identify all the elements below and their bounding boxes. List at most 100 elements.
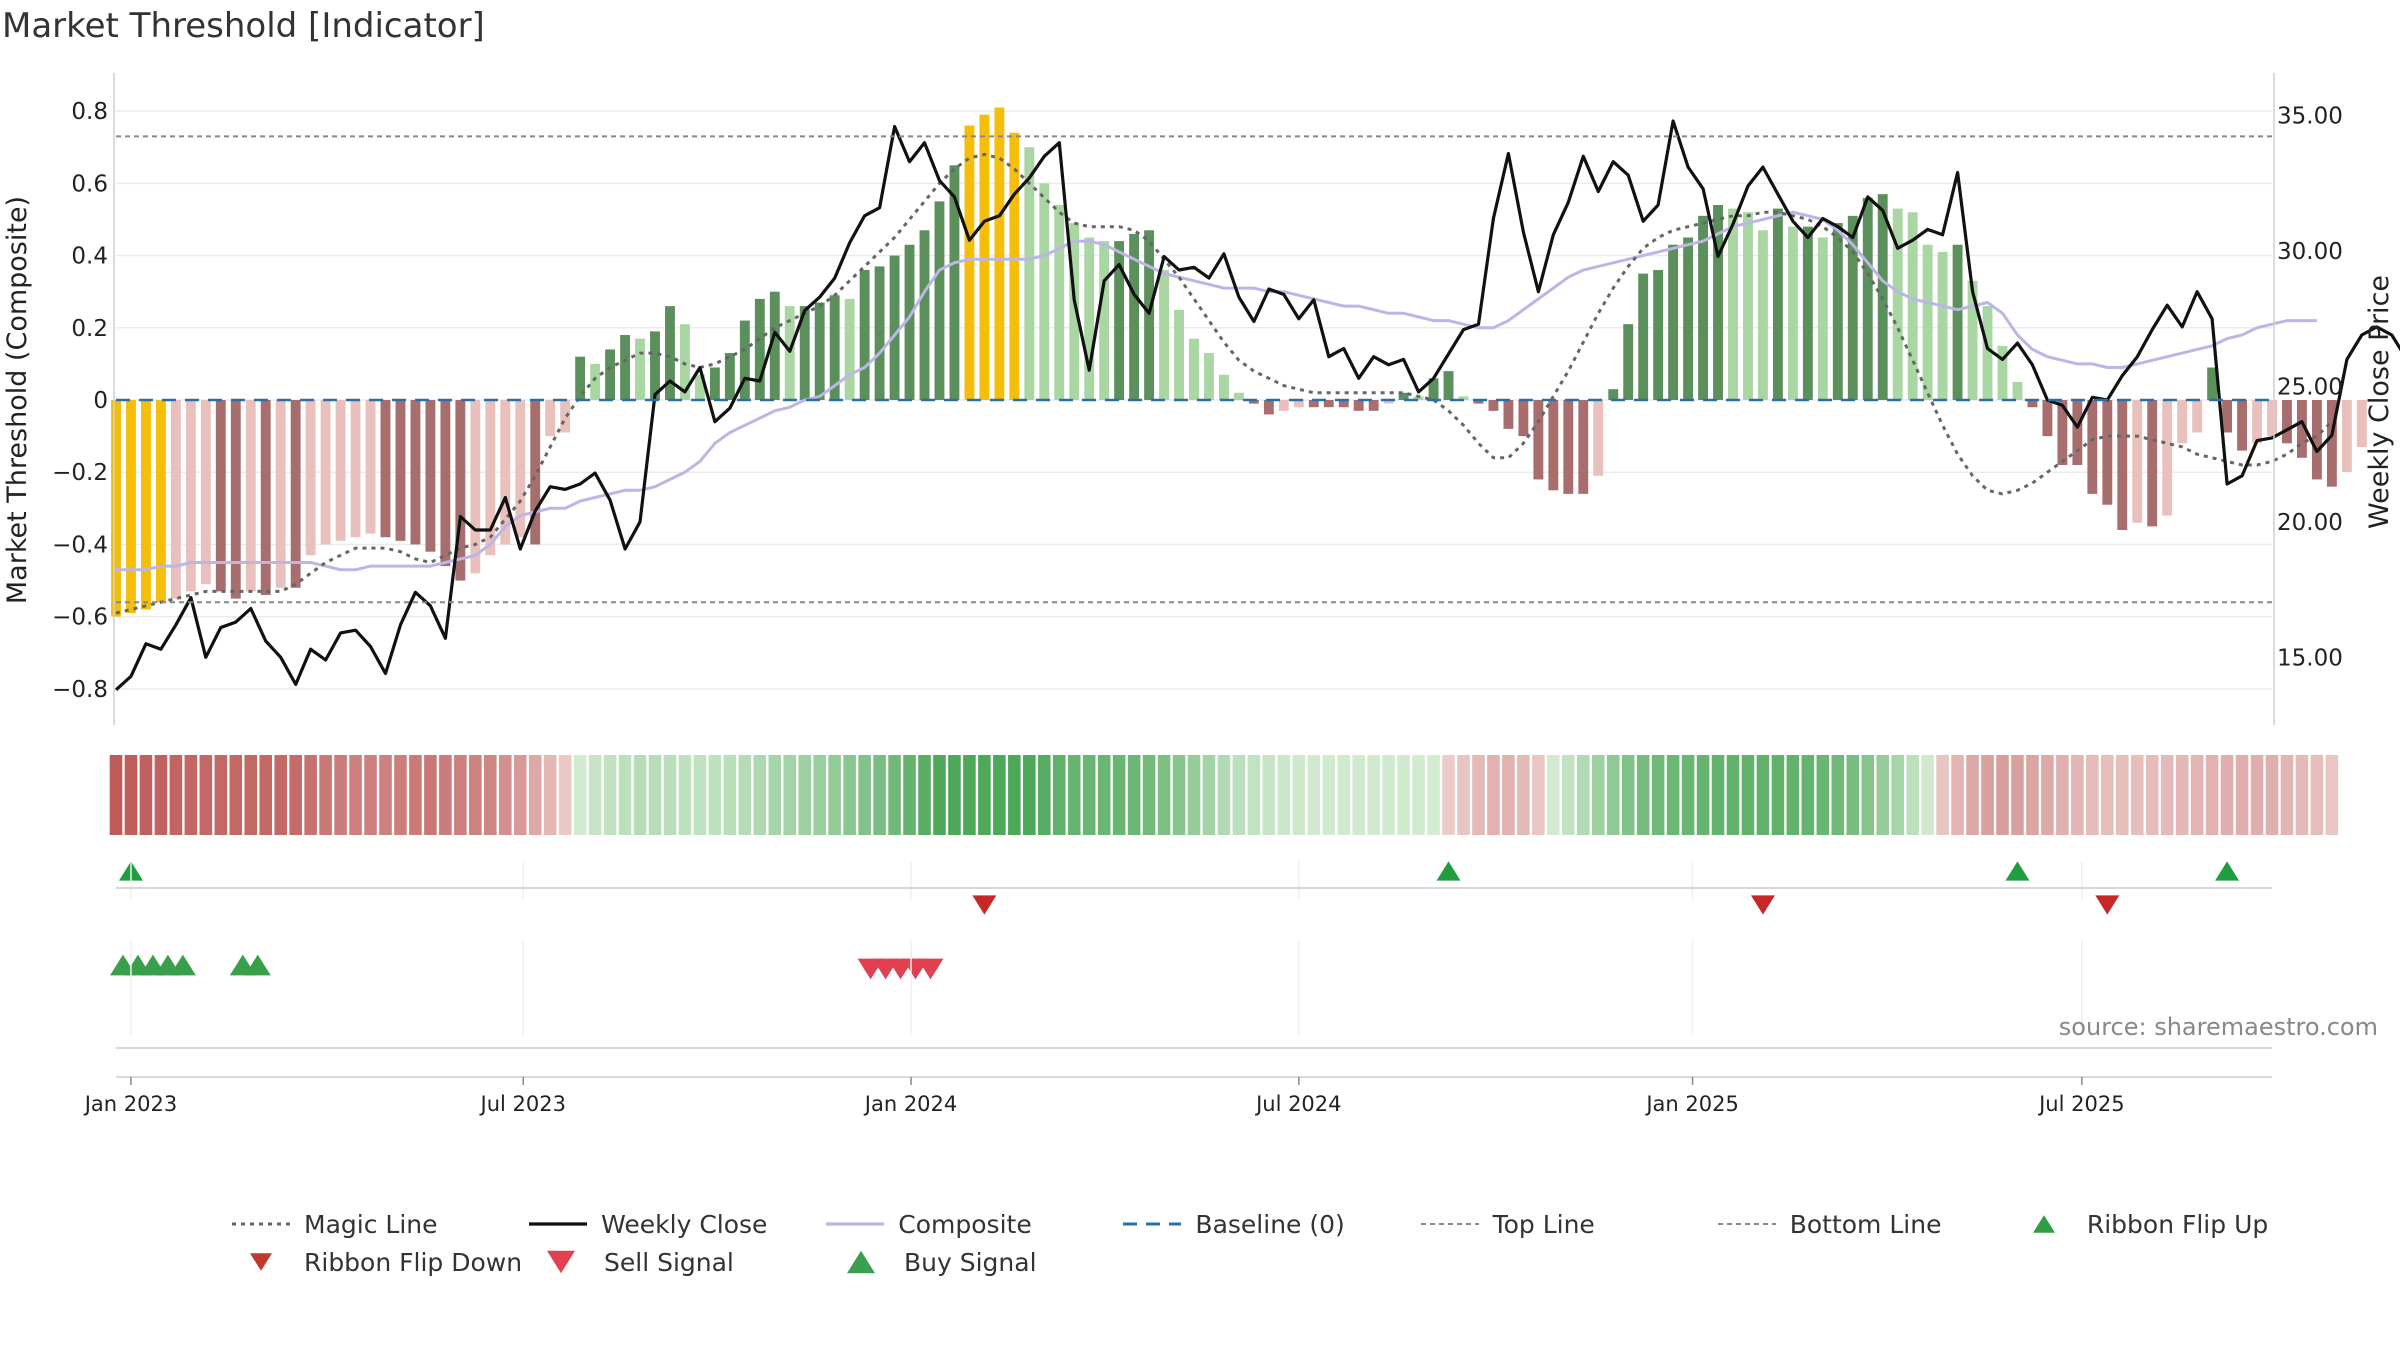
ribbon-cell — [1067, 755, 1081, 835]
composite-bar — [1698, 215, 1708, 400]
ribbon-cell — [1906, 755, 1919, 835]
ribbon-cell — [454, 755, 467, 835]
ribbon-cell — [484, 755, 497, 835]
composite-bar — [365, 400, 376, 534]
composite-bar — [455, 400, 466, 581]
legend-row: Ribbon Flip Down Sell Signal Buy Signal — [230, 1243, 2310, 1281]
y-tick-label: 0.4 — [71, 244, 108, 270]
composite-bar — [1263, 400, 1274, 415]
composite-bar — [1623, 324, 1634, 400]
composite-bar — [635, 338, 645, 400]
ribbon-cell — [543, 755, 557, 835]
ribbon-cell — [1966, 755, 1979, 835]
ribbon-cell — [1502, 755, 1515, 835]
composite-bar — [515, 400, 526, 538]
composite-bar — [185, 400, 196, 592]
ribbon-cell — [663, 755, 677, 835]
composite-bar — [1683, 237, 1694, 400]
buy-signal-marker — [244, 954, 271, 976]
composite-bar — [2177, 400, 2188, 444]
composite-bar — [709, 367, 720, 400]
ribbon-cell — [1008, 755, 1021, 835]
composite-bar — [979, 114, 990, 400]
composite-bar — [1997, 345, 2008, 400]
ribbon-cell — [244, 755, 258, 835]
composite-bar — [1488, 400, 1499, 411]
chart-canvas: −0.8 −0.6 −0.4 −0.2 0 0.2 0.4 0.6 0.8 15.00 20.00 2… — [2, 73, 2400, 1116]
composite-bar — [1713, 205, 1723, 400]
y-tick-label: −0.6 — [52, 605, 108, 631]
ribbon-cell — [1726, 755, 1740, 835]
composite-line — [116, 210, 2317, 572]
ribbon-cell — [783, 755, 797, 835]
reference-lines — [116, 135, 2272, 604]
composite-bar — [1578, 400, 1589, 494]
ribbon-cell — [993, 755, 1006, 835]
ribbon-cell — [1831, 755, 1845, 835]
y-tick-label: 0 — [93, 388, 108, 414]
legend-symbol — [826, 1222, 885, 1226]
ribbon-cell — [289, 755, 302, 835]
ribbon-cell — [349, 755, 362, 835]
composite-bar — [665, 306, 675, 400]
composite-bar — [410, 400, 421, 545]
composite-bar — [1758, 230, 1768, 400]
ribbon-flip-down-marker — [2095, 895, 2120, 915]
composite-bar — [724, 353, 735, 400]
legend-item: Composite — [824, 1210, 1121, 1239]
legend-symbol — [529, 1222, 588, 1226]
composite-bar — [799, 306, 810, 400]
composite-bar — [1787, 226, 1798, 400]
composite-bar — [844, 298, 855, 400]
composite-bar — [1308, 400, 1319, 408]
composite-bar — [739, 320, 750, 400]
ribbon-cell — [409, 755, 422, 835]
legend-item: Weekly Close — [527, 1210, 824, 1239]
ribbon-cell — [603, 755, 617, 835]
composite-bar — [2222, 400, 2233, 433]
composite-bar — [605, 349, 616, 400]
ribbon-cell — [1846, 755, 1860, 835]
composite-bar — [1024, 147, 1035, 400]
date-axis: Jan 2023 Jul 2023 Jan 2024 Jul 2024 Jan 2025… — [83, 862, 2272, 1116]
composite-bar — [470, 400, 481, 574]
composite-bar — [2356, 400, 2367, 447]
composite-bar — [1638, 273, 1649, 400]
composite-bar — [1802, 226, 1813, 400]
composite-bar — [1009, 132, 1020, 400]
y-tick-label: −0.4 — [52, 532, 108, 558]
composite-bar — [1278, 400, 1289, 411]
composite-bar — [1189, 338, 1199, 400]
composite-bar — [590, 363, 601, 400]
ribbon-cell — [2280, 755, 2294, 835]
ribbon-cell — [1187, 755, 1201, 835]
y2-axis-title: Weekly Close Price — [2364, 275, 2395, 529]
composite-bar — [141, 400, 151, 610]
composite-bar — [245, 400, 256, 592]
composite-bar — [784, 306, 795, 400]
composite-bar — [2282, 400, 2292, 444]
ribbon-cell — [214, 755, 228, 835]
ribbon-cell — [1307, 755, 1321, 835]
ribbon-cell — [1352, 755, 1365, 835]
ribbon-cell — [498, 755, 512, 835]
ribbon-cell — [933, 755, 946, 835]
ribbon-cell — [1082, 755, 1096, 835]
ribbon-cell — [2265, 755, 2279, 835]
y2-tick-label: 35.00 — [2277, 104, 2343, 130]
ribbon-cell — [1951, 755, 1964, 835]
legend-symbol — [847, 1250, 875, 1274]
ribbon-cell — [1711, 755, 1725, 835]
ribbon-cell — [394, 755, 407, 835]
composite-bar — [440, 400, 451, 567]
composite-bar — [2192, 400, 2203, 433]
y2-tick-label: 25.00 — [2277, 374, 2343, 400]
legend-label: Top Line — [1492, 1209, 1595, 1239]
composite-bar — [1338, 400, 1349, 408]
ribbon-cell — [1636, 755, 1650, 835]
ribbon-cell — [259, 755, 273, 835]
composite-bar — [1862, 197, 1873, 400]
ribbon-cell — [1367, 755, 1380, 835]
composite-bar — [919, 230, 930, 400]
composite-bar — [2042, 400, 2053, 437]
